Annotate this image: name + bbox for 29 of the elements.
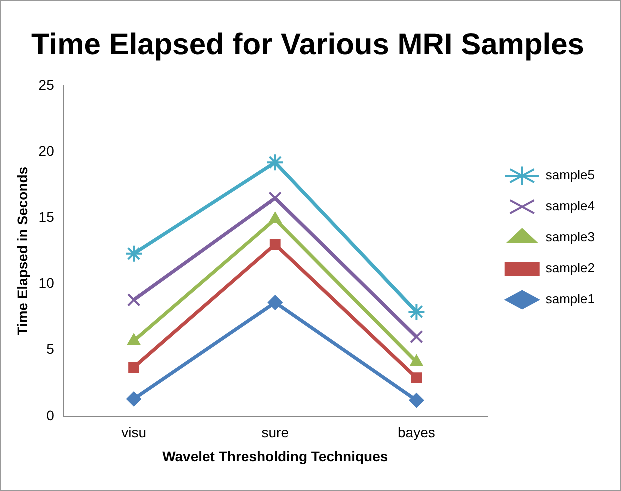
- point: [411, 372, 422, 384]
- point: [410, 330, 424, 344]
- point: [268, 295, 283, 310]
- point: [408, 302, 426, 321]
- x-axis-title: Wavelet Thresholding Techniques: [162, 448, 388, 464]
- y-tick-label: 0: [46, 407, 55, 424]
- point: [127, 293, 141, 307]
- legend-label: sample1: [546, 292, 596, 307]
- y-tick-label: 20: [38, 142, 55, 159]
- legend-label: sample5: [546, 168, 596, 183]
- legend-label: sample4: [546, 198, 596, 214]
- x-tick-label: visu: [122, 424, 146, 441]
- point: [270, 239, 281, 250]
- legend-label: sample3: [546, 230, 596, 245]
- point: [266, 154, 284, 172]
- point: [126, 392, 142, 407]
- y-tick-label: 15: [38, 209, 55, 226]
- x-tick-label: sure: [262, 424, 290, 441]
- chart-title: Time Elapsed for Various MRI Samples: [32, 28, 584, 62]
- y-tick-label: 5: [46, 341, 55, 358]
- point: [409, 393, 424, 408]
- x-tick-label: bayes: [398, 424, 436, 441]
- y-axis-title: Time Elapsed in Seconds: [14, 166, 30, 336]
- point: [128, 362, 140, 373]
- point: [125, 244, 144, 263]
- legend-label: sample2: [546, 260, 596, 276]
- y-tick-label: 10: [38, 275, 55, 292]
- y-tick-label: 25: [38, 76, 55, 93]
- point: [268, 192, 282, 205]
